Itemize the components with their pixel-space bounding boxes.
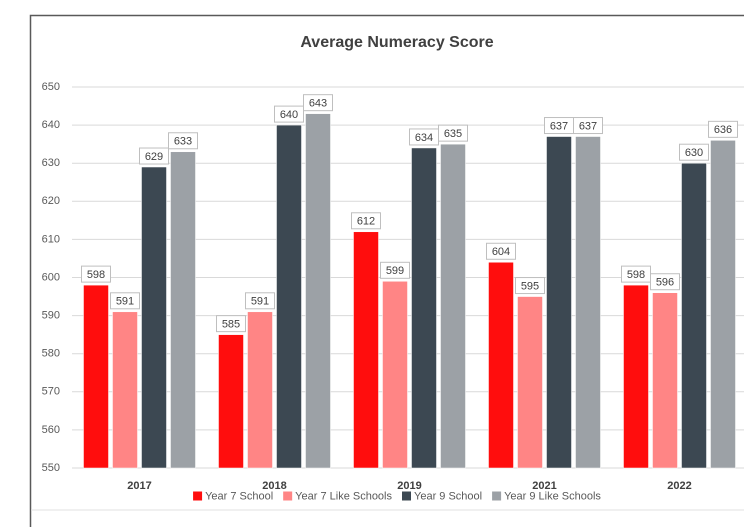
bar bbox=[488, 262, 514, 469]
y-tick-label: 620 bbox=[42, 195, 60, 207]
legend-swatch bbox=[492, 491, 502, 501]
bar bbox=[112, 311, 138, 469]
data-label: 595 bbox=[521, 280, 539, 292]
bar bbox=[247, 311, 273, 469]
data-label: 596 bbox=[656, 277, 674, 289]
bar bbox=[382, 281, 408, 469]
data-label: 637 bbox=[550, 120, 568, 132]
data-label: 599 bbox=[386, 265, 404, 277]
bar bbox=[710, 140, 736, 469]
data-label: 598 bbox=[627, 269, 645, 281]
data-label: 635 bbox=[444, 128, 462, 140]
data-label: 643 bbox=[309, 98, 327, 110]
y-tick-label: 640 bbox=[42, 119, 60, 131]
chart-title: Average Numeracy Score bbox=[300, 34, 493, 51]
data-label-box bbox=[81, 265, 111, 283]
bar bbox=[623, 284, 649, 469]
y-tick-label: 650 bbox=[42, 81, 60, 93]
legend-swatch bbox=[283, 491, 293, 501]
legend-label: Year 7 Like Schools bbox=[295, 490, 392, 502]
bar bbox=[575, 136, 601, 469]
y-tick-label: 580 bbox=[42, 348, 60, 360]
y-tick-label: 630 bbox=[42, 157, 60, 169]
x-tick-label: 2018 bbox=[262, 480, 286, 492]
data-label-box bbox=[679, 143, 709, 161]
x-tick-label: 2019 bbox=[397, 480, 421, 492]
x-tick-label: 2021 bbox=[532, 480, 556, 492]
data-label-box bbox=[274, 105, 304, 123]
legend-swatch bbox=[193, 491, 203, 501]
y-tick-label: 560 bbox=[42, 424, 60, 436]
data-label-box bbox=[515, 277, 545, 295]
data-label: 612 bbox=[357, 216, 375, 228]
data-label-box bbox=[245, 292, 275, 310]
bar bbox=[652, 292, 678, 469]
x-tick-label: 2017 bbox=[127, 480, 151, 492]
data-label-box bbox=[216, 315, 246, 333]
data-label: 630 bbox=[685, 147, 703, 159]
y-tick-label: 600 bbox=[42, 271, 60, 283]
data-label-box bbox=[380, 261, 410, 279]
legend-label: Year 7 School bbox=[205, 490, 273, 502]
data-label-box bbox=[650, 273, 680, 291]
x-tick-label: 2022 bbox=[667, 480, 691, 492]
bar bbox=[170, 151, 196, 469]
legend-swatch bbox=[402, 491, 411, 501]
data-label-box bbox=[110, 292, 140, 310]
data-label-box bbox=[708, 120, 738, 138]
data-label: 604 bbox=[492, 246, 510, 258]
data-label: 585 bbox=[222, 319, 240, 331]
data-label: 598 bbox=[87, 269, 105, 281]
data-label: 591 bbox=[251, 296, 269, 308]
data-label: 633 bbox=[174, 136, 192, 148]
data-label: 640 bbox=[280, 109, 298, 121]
legend-label: Year 9 School bbox=[414, 490, 482, 502]
bar bbox=[141, 166, 167, 469]
data-label-box bbox=[573, 117, 603, 135]
y-tick-label: 570 bbox=[42, 386, 60, 398]
data-label: 637 bbox=[579, 120, 597, 132]
data-label-box bbox=[351, 212, 381, 230]
bar bbox=[276, 124, 302, 469]
data-label: 629 bbox=[145, 151, 163, 163]
data-label: 634 bbox=[415, 132, 433, 144]
bar bbox=[517, 296, 543, 469]
data-label-box bbox=[486, 242, 516, 260]
data-label-box bbox=[303, 94, 333, 112]
bar bbox=[411, 147, 437, 469]
bar bbox=[353, 231, 379, 469]
bar bbox=[681, 162, 707, 469]
bar bbox=[440, 143, 466, 469]
data-label: 636 bbox=[714, 124, 732, 136]
data-label-box bbox=[168, 132, 198, 150]
y-tick-label: 590 bbox=[42, 310, 60, 322]
legend-label: Year 9 Like Schools bbox=[504, 490, 601, 502]
y-tick-label: 610 bbox=[42, 233, 60, 245]
data-label-box bbox=[139, 147, 169, 165]
data-label: 591 bbox=[116, 296, 134, 308]
bar bbox=[83, 284, 109, 469]
bar bbox=[546, 136, 572, 469]
bar bbox=[218, 334, 244, 469]
data-label-box bbox=[438, 124, 468, 142]
bar bbox=[305, 113, 331, 469]
y-tick-label: 550 bbox=[42, 462, 60, 474]
